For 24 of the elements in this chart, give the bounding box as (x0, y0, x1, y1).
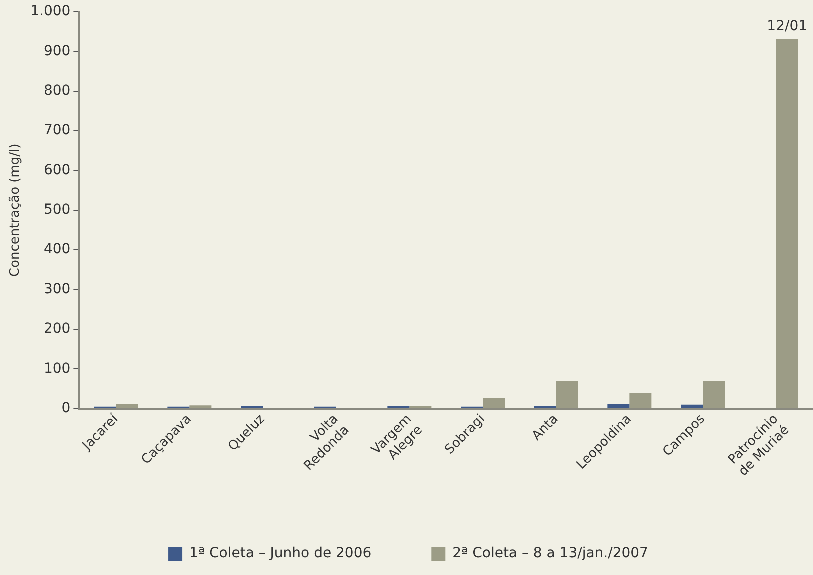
annotation: 12/01 (767, 18, 808, 35)
y-axis-title: Concentração (mg/l) (8, 144, 24, 278)
legend-label: 2ª Coleta – 8 a 13/jan./2007 (452, 546, 648, 562)
y-tick-label: 100 (44, 360, 71, 377)
y-tick-label: 500 (44, 202, 71, 218)
y-tick-label: 600 (44, 162, 71, 178)
bar (681, 404, 703, 408)
bar (630, 392, 652, 408)
y-tick-label: 400 (44, 242, 71, 258)
bar (776, 38, 798, 408)
bar (703, 381, 725, 408)
y-tick-label: 0 (62, 400, 71, 416)
y-tick-label: 800 (44, 83, 71, 100)
bar (556, 381, 578, 408)
y-tick-label: 300 (44, 281, 71, 298)
bar (190, 406, 212, 408)
y-tick-label: 700 (44, 122, 71, 139)
y-tick-label: 1.000 (30, 4, 71, 20)
bar (483, 398, 506, 408)
bar (608, 404, 630, 408)
bar (116, 404, 138, 408)
y-tick-label: 200 (44, 321, 71, 338)
y-tick-label: 900 (44, 43, 71, 60)
legend-label: 1ª Coleta – Junho de 2006 (190, 546, 372, 562)
